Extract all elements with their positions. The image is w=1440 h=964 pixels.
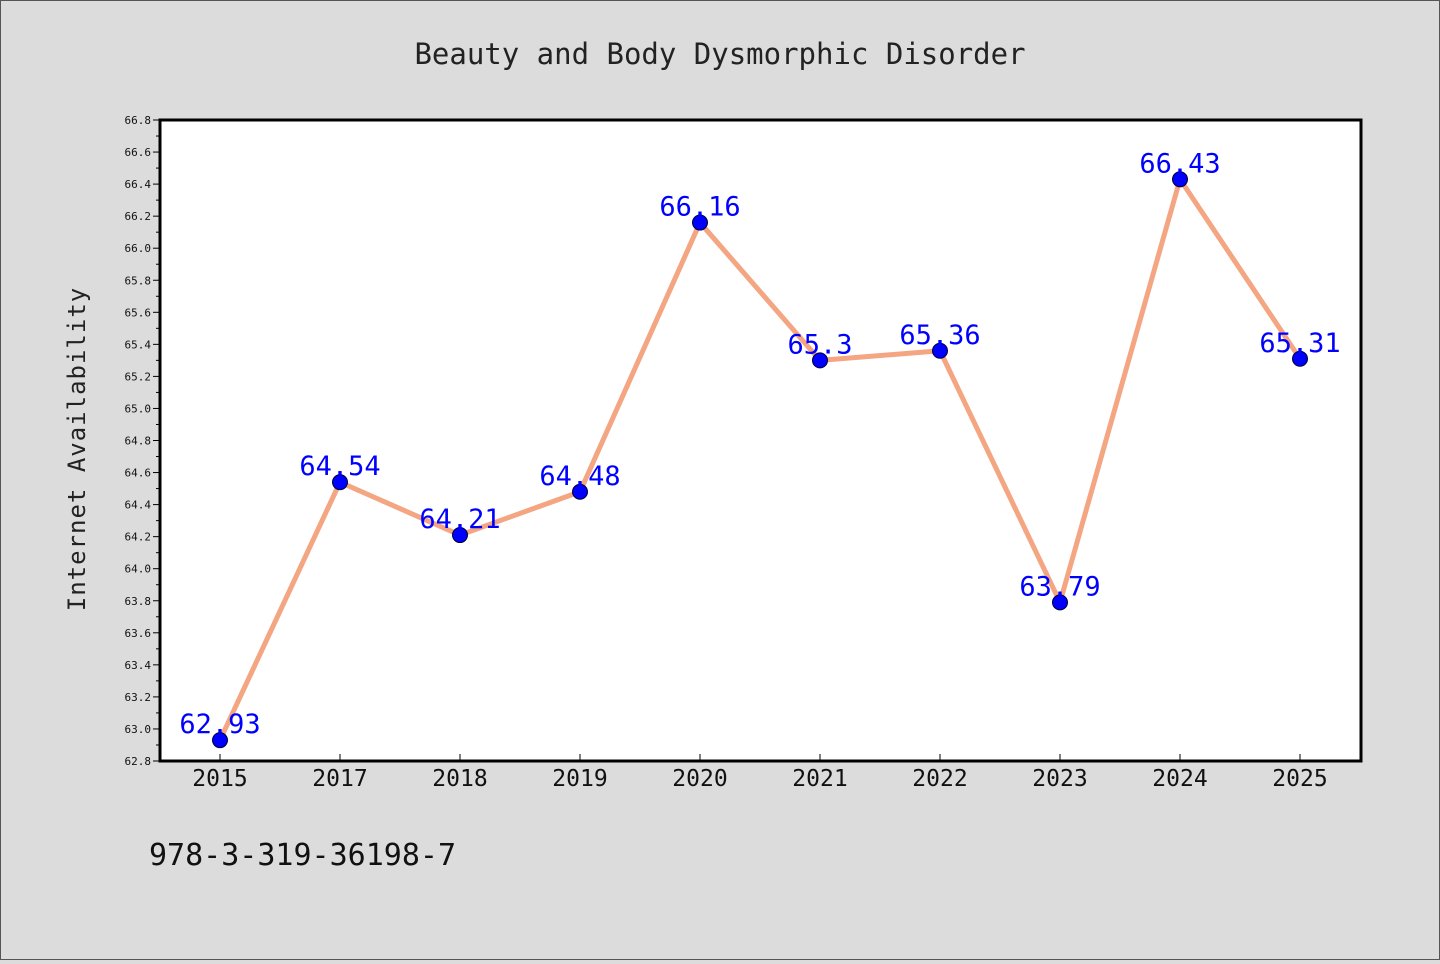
y-tick-label: 65.0	[125, 402, 152, 415]
y-tick-label: 64.2	[125, 531, 152, 544]
data-point	[932, 342, 948, 359]
data-point	[692, 214, 708, 231]
chart-title: Beauty and Body Dysmorphic Disorder	[414, 37, 1025, 71]
data-point	[452, 527, 468, 544]
x-axis: 2015 2017 2018 2019 2020 2021 2022 2023 2024 2025	[192, 754, 1328, 792]
data-label: 64.21	[419, 504, 500, 535]
data-point	[1052, 594, 1068, 611]
x-tick-label: 2018	[432, 766, 487, 792]
y-axis: 62.8 63.0 63.2 63.4 63.6 63.8 64.0 64.2 64.4 64.6…	[125, 114, 160, 768]
y-tick-label: 63.6	[125, 627, 152, 640]
y-tick-label: 66.8	[125, 114, 152, 127]
x-tick-label: 2023	[1032, 766, 1087, 792]
y-tick-label: 62.8	[125, 755, 152, 768]
data-label: 66.16	[659, 192, 740, 223]
x-tick-label: 2015	[192, 766, 247, 792]
data-points	[212, 171, 1308, 749]
x-tick-label: 2021	[792, 766, 847, 792]
y-tick-label: 66.2	[125, 210, 152, 223]
series-line	[217, 176, 1303, 743]
y-tick-label: 64.0	[125, 563, 152, 576]
data-point	[1292, 350, 1308, 367]
data-labels: 62.93 64.54 64.21 64.48 66.16 65.3 65.36 63.79 6…	[179, 148, 1340, 740]
data-label: 63.79	[1019, 571, 1100, 602]
y-tick-label: 65.8	[125, 274, 152, 287]
x-tick-label: 2022	[912, 766, 967, 792]
data-point	[812, 352, 828, 369]
x-tick-label: 2025	[1272, 766, 1327, 792]
y-tick-label: 64.6	[125, 467, 152, 480]
y-tick-label: 65.6	[125, 306, 152, 319]
data-point	[212, 732, 228, 749]
y-tick-label: 63.0	[125, 723, 152, 736]
data-label: 65.3	[787, 329, 852, 360]
data-label: 62.93	[179, 709, 260, 740]
y-tick-label: 66.4	[125, 178, 152, 191]
y-tick-label: 63.4	[125, 659, 152, 672]
data-label: 65.31	[1259, 328, 1340, 359]
x-tick-label: 2019	[552, 766, 607, 792]
x-tick-label: 2020	[672, 766, 727, 792]
y-tick-label: 64.8	[125, 435, 152, 448]
y-tick-label: 65.2	[125, 370, 152, 383]
data-label: 66.43	[1139, 148, 1220, 179]
y-tick-label: 63.2	[125, 691, 152, 704]
y-tick-label: 66.0	[125, 242, 152, 255]
x-tick-label: 2024	[1152, 766, 1207, 792]
plot-area	[158, 118, 1363, 763]
data-label: 64.54	[299, 451, 380, 482]
data-point	[1172, 171, 1188, 188]
data-point	[572, 483, 588, 500]
data-label: 65.36	[899, 320, 980, 351]
data-point	[332, 474, 348, 491]
footer-code: 978-3-319-36198-7	[149, 838, 456, 873]
y-tick-label: 63.8	[125, 595, 152, 608]
x-tick-label: 2017	[312, 766, 367, 792]
y-tick-label: 64.4	[125, 499, 152, 512]
y-tick-label: 65.4	[125, 338, 152, 351]
y-tick-label: 66.6	[125, 146, 152, 159]
y-axis-label: Internet Availability	[63, 287, 91, 611]
data-label: 64.48	[539, 461, 620, 492]
